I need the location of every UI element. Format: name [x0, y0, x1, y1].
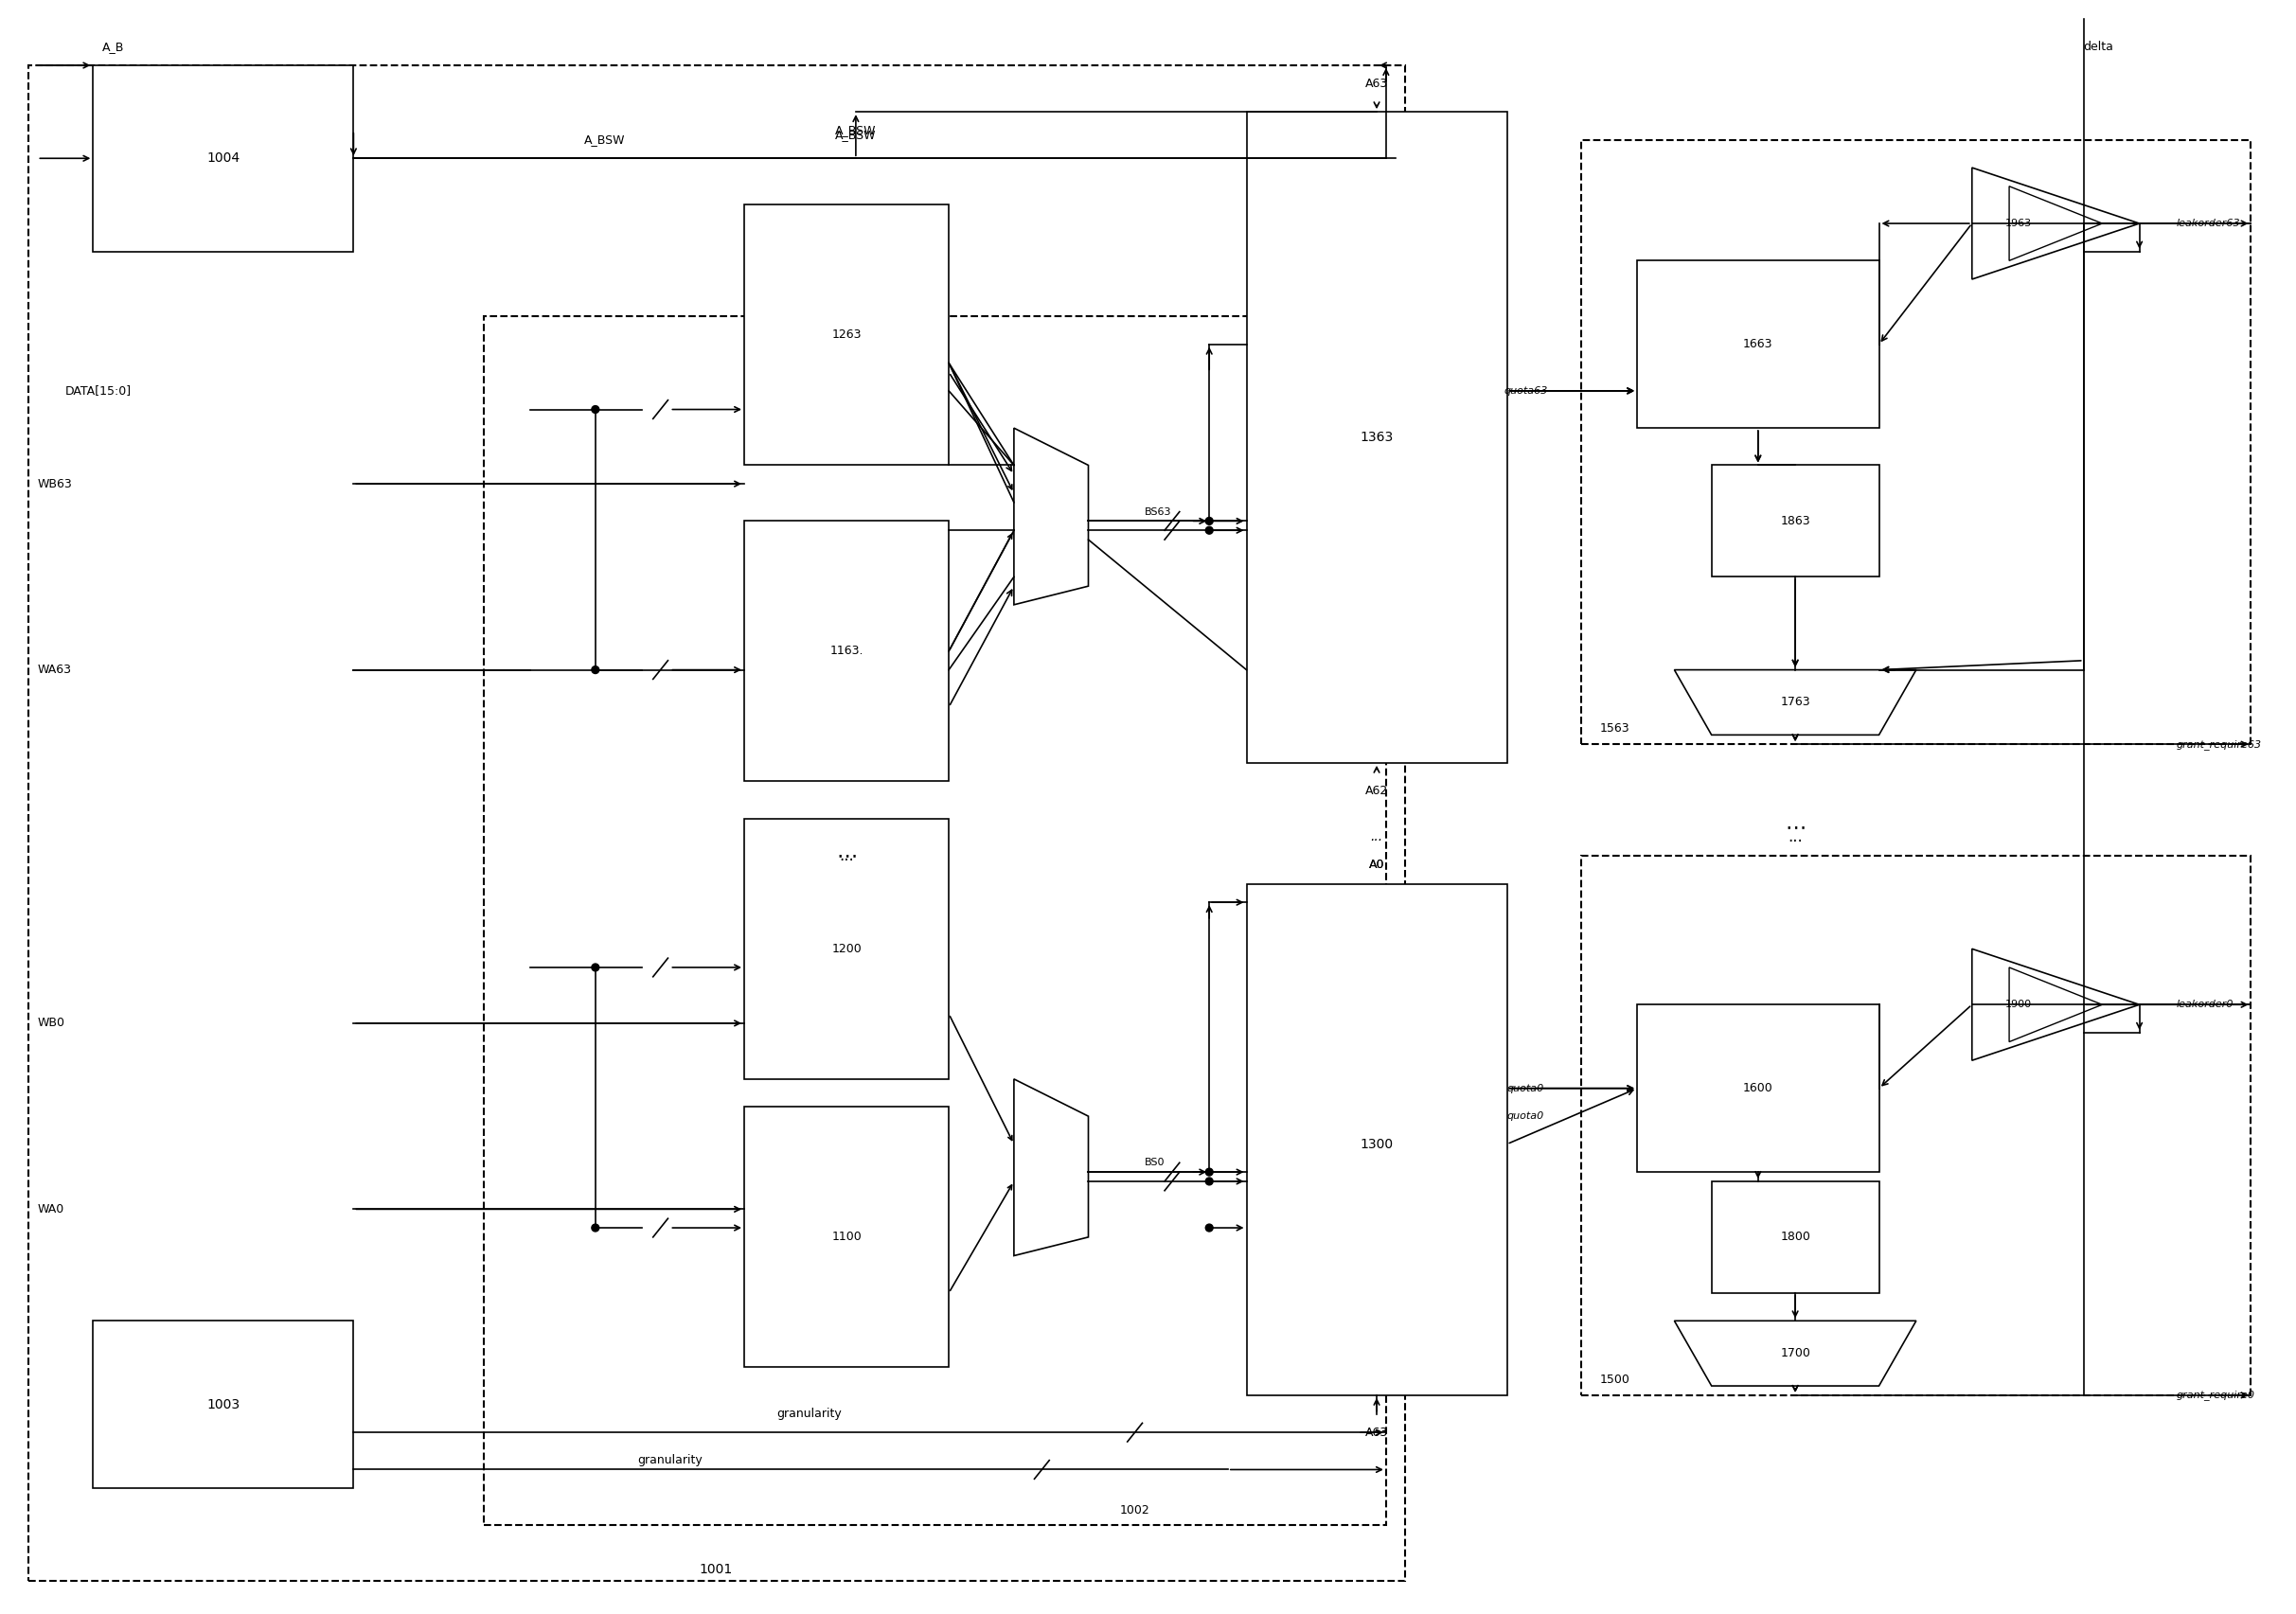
Bar	[1637, 1004, 1878, 1172]
Bar	[1247, 884, 1506, 1394]
Text: WA0: WA0	[37, 1202, 64, 1215]
Text: quota0: quota0	[1506, 1112, 1545, 1122]
Text: 1663: 1663	[1743, 339, 1773, 350]
Bar	[484, 316, 1387, 1525]
Text: 1763: 1763	[1779, 696, 1809, 709]
Bar	[744, 818, 948, 1080]
Text: 1863: 1863	[1779, 515, 1809, 528]
Text: 1300: 1300	[1359, 1138, 1394, 1151]
Text: A62: A62	[1366, 784, 1389, 797]
Text: leakorder0: leakorder0	[2177, 1001, 2234, 1009]
Bar	[744, 1107, 948, 1367]
Circle shape	[1205, 1178, 1212, 1185]
Text: BS63: BS63	[1143, 507, 1171, 516]
Text: ...: ...	[1371, 831, 1382, 844]
Bar	[1582, 855, 2250, 1394]
Text: DATA[15:0]: DATA[15:0]	[64, 384, 131, 397]
Text: granularity: granularity	[776, 1407, 843, 1420]
Text: WA63: WA63	[37, 663, 71, 676]
Bar	[744, 205, 948, 465]
Text: granularity: granularity	[638, 1454, 703, 1467]
Text: WB0: WB0	[37, 1017, 64, 1030]
Text: 1003: 1003	[207, 1398, 241, 1411]
Text: 1002: 1002	[1120, 1504, 1150, 1516]
Text: ...: ...	[1789, 828, 1802, 846]
Circle shape	[592, 405, 599, 413]
Bar	[1711, 465, 1878, 576]
Bar	[1247, 111, 1506, 763]
Circle shape	[592, 964, 599, 972]
Text: A0: A0	[1368, 859, 1384, 872]
Text: 1363: 1363	[1359, 431, 1394, 444]
Text: delta: delta	[2082, 40, 2115, 53]
Bar	[1711, 1181, 1878, 1293]
Bar	[94, 1320, 354, 1488]
Circle shape	[1205, 1223, 1212, 1231]
Circle shape	[1205, 518, 1212, 525]
Text: quota0: quota0	[1506, 1083, 1545, 1093]
Bar	[1582, 140, 2250, 744]
Text: leakorder63: leakorder63	[2177, 220, 2241, 228]
Text: BS0: BS0	[1143, 1157, 1164, 1167]
Text: quota63: quota63	[1504, 386, 1548, 395]
Text: 1600: 1600	[1743, 1081, 1773, 1094]
Text: 1563: 1563	[1600, 723, 1630, 734]
Text: A_B: A_B	[103, 40, 124, 53]
Text: A_BSW: A_BSW	[583, 134, 625, 145]
Text: 1900: 1900	[2004, 1001, 2032, 1009]
Text: 1001: 1001	[700, 1564, 732, 1577]
Circle shape	[592, 1223, 599, 1231]
Bar	[94, 65, 354, 252]
Bar	[1637, 260, 1878, 428]
Text: 1700: 1700	[1779, 1348, 1809, 1359]
Text: 1200: 1200	[831, 943, 861, 955]
Text: 1800: 1800	[1779, 1231, 1809, 1243]
Text: ...: ...	[838, 847, 854, 865]
Text: ⋯: ⋯	[1784, 818, 1805, 838]
Text: ⋯: ⋯	[836, 846, 856, 865]
Bar	[28, 65, 1405, 1582]
Text: 1263: 1263	[831, 329, 861, 341]
Circle shape	[1205, 1169, 1212, 1175]
Text: 1963: 1963	[2004, 220, 2032, 228]
Text: 1163.: 1163.	[829, 646, 863, 657]
Text: grant_require63: grant_require63	[2177, 739, 2262, 749]
Bar	[744, 521, 948, 781]
Text: 1100: 1100	[831, 1231, 861, 1243]
Circle shape	[592, 667, 599, 673]
Text: A_BSW: A_BSW	[836, 129, 877, 142]
Circle shape	[1205, 526, 1212, 534]
Text: A63: A63	[1366, 77, 1389, 90]
Text: 1004: 1004	[207, 152, 241, 165]
Text: 1500: 1500	[1600, 1374, 1630, 1386]
Text: A_BSW: A_BSW	[836, 124, 877, 137]
Text: A63: A63	[1366, 1427, 1389, 1438]
Text: grant_require0: grant_require0	[2177, 1390, 2255, 1401]
Text: A0: A0	[1368, 859, 1384, 872]
Text: WB63: WB63	[37, 478, 71, 491]
